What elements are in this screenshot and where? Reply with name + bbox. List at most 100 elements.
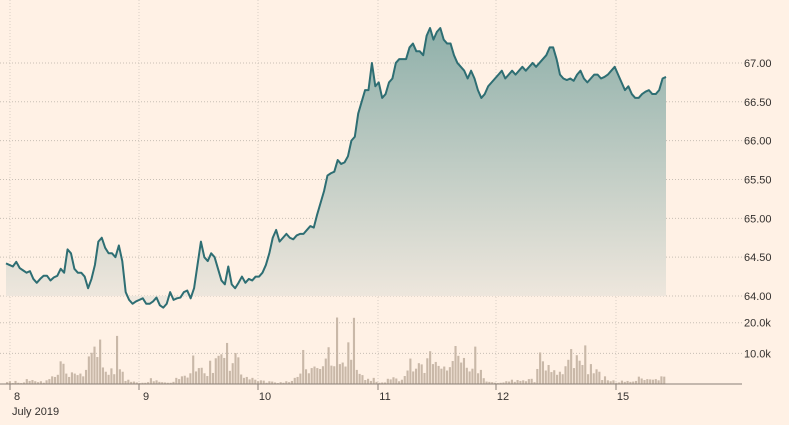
volume-bar bbox=[313, 366, 316, 384]
volume-bar bbox=[206, 376, 209, 384]
y-tick-label: 65.00 bbox=[744, 213, 772, 225]
volume-bar bbox=[640, 378, 643, 384]
volume-bar bbox=[561, 374, 564, 384]
volume-bar bbox=[84, 369, 88, 384]
volume-bar bbox=[217, 355, 220, 384]
volume-bar bbox=[618, 382, 621, 384]
volume-bar bbox=[113, 374, 116, 384]
volume-bar bbox=[649, 379, 652, 384]
volume-bar bbox=[56, 374, 59, 384]
volume-bar bbox=[423, 372, 426, 384]
volume-bar bbox=[502, 382, 505, 384]
volume-bar bbox=[510, 379, 513, 384]
volume-bar bbox=[440, 368, 443, 384]
volume-bar bbox=[592, 373, 595, 384]
volume-tick-label: 10.0k bbox=[744, 348, 771, 360]
volume-bar bbox=[479, 369, 482, 384]
volume-bar bbox=[6, 382, 9, 384]
x-axis-month-label: July 2019 bbox=[12, 406, 59, 418]
volume-bar bbox=[99, 339, 102, 384]
volume-bar bbox=[132, 381, 136, 384]
volume-bar bbox=[643, 380, 646, 384]
volume-bar bbox=[152, 381, 155, 384]
volume-bar bbox=[508, 381, 511, 384]
volume-bar bbox=[186, 377, 189, 384]
volume-bar bbox=[564, 366, 567, 384]
volume-bar bbox=[448, 367, 451, 384]
y-tick-label: 65.50 bbox=[744, 174, 772, 186]
volume-bar bbox=[25, 379, 28, 384]
volume-bar bbox=[601, 380, 604, 384]
volume-bar bbox=[321, 366, 325, 384]
volume-bar bbox=[338, 364, 341, 384]
volume-bar bbox=[437, 365, 440, 384]
volume-bar bbox=[307, 373, 310, 384]
volume-bar bbox=[268, 381, 271, 384]
volume-bar bbox=[364, 380, 367, 384]
volume-bar bbox=[623, 381, 626, 384]
volume-bar bbox=[589, 364, 592, 384]
volume-bar bbox=[598, 371, 601, 384]
volume-bar bbox=[197, 368, 200, 384]
volume-bar bbox=[293, 377, 296, 384]
x-tick-label: 12 bbox=[497, 391, 509, 403]
volume-bar bbox=[45, 380, 48, 384]
volume-bar bbox=[386, 378, 389, 384]
volume-bar bbox=[166, 382, 169, 384]
volume-bar bbox=[118, 369, 121, 384]
volume-bar bbox=[141, 382, 144, 384]
volume-bar bbox=[259, 380, 262, 384]
volume-bar bbox=[491, 382, 494, 384]
volume-bar bbox=[414, 368, 418, 384]
volume-bar bbox=[567, 359, 570, 384]
volume-bar bbox=[22, 382, 26, 384]
y-tick-label: 64.00 bbox=[744, 291, 772, 303]
volume-bar bbox=[381, 382, 384, 384]
volume-bar bbox=[550, 372, 553, 384]
volume-tick-label: 20.0k bbox=[744, 318, 771, 330]
volume-bar bbox=[96, 357, 99, 384]
volume-bar bbox=[378, 382, 381, 384]
volume-bar bbox=[460, 362, 463, 384]
volume-bar bbox=[200, 367, 203, 384]
volume-bar bbox=[519, 380, 522, 384]
volume-bar bbox=[527, 379, 530, 384]
volume-bar bbox=[654, 379, 657, 384]
volume-bar bbox=[93, 346, 96, 384]
volume-bar bbox=[570, 349, 573, 384]
volume-bar bbox=[121, 371, 124, 384]
volume-bar bbox=[214, 358, 217, 384]
volume-bar bbox=[59, 361, 62, 384]
y-tick-label: 64.50 bbox=[744, 252, 772, 264]
volume-bar bbox=[183, 375, 186, 384]
volume-bar bbox=[431, 364, 435, 384]
volume-bar bbox=[248, 379, 251, 384]
volume-bar bbox=[369, 380, 372, 384]
volume-bar bbox=[42, 382, 45, 384]
volume-bar bbox=[646, 379, 649, 384]
x-tick-label: 8 bbox=[14, 391, 20, 403]
volume-bar bbox=[451, 361, 454, 384]
volume-bar bbox=[522, 380, 525, 384]
volume-bar bbox=[28, 380, 31, 384]
volume-bar bbox=[158, 381, 161, 384]
volume-bar bbox=[228, 370, 231, 384]
volume-bar bbox=[48, 379, 51, 384]
price-series-line bbox=[5, 27, 667, 309]
volume-bar bbox=[82, 376, 85, 384]
volume-bar bbox=[155, 380, 158, 384]
volume-bar bbox=[242, 377, 246, 384]
volume-bar bbox=[539, 352, 542, 384]
volume-bar bbox=[226, 342, 229, 384]
volume-bar bbox=[231, 363, 234, 384]
volume-bar bbox=[178, 379, 181, 384]
volume-bar bbox=[37, 382, 40, 384]
volume-bar bbox=[299, 373, 302, 384]
volume-bar bbox=[172, 381, 175, 384]
volume-bar bbox=[149, 378, 152, 384]
volume-bar bbox=[189, 373, 192, 384]
volume-bar bbox=[194, 371, 198, 384]
volume-bar bbox=[372, 377, 375, 384]
volume-bar bbox=[629, 381, 632, 384]
volume-bar bbox=[383, 382, 387, 384]
